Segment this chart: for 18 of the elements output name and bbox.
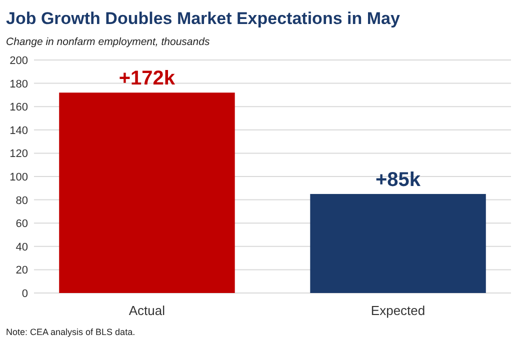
data-label: +172k	[118, 68, 176, 90]
chart-title: Job Growth Doubles Market Expectations in May	[6, 9, 400, 28]
y-tick-label: 60	[16, 218, 28, 230]
y-tick-label: 120	[10, 148, 28, 160]
y-tick-label: 40	[16, 241, 28, 254]
y-tick-label: 180	[10, 78, 28, 90]
y-tick-label: 200	[10, 55, 28, 67]
y-tick-label: 100	[10, 172, 28, 184]
x-tick-label: Expected	[370, 303, 426, 318]
y-tick-label: 160	[10, 102, 28, 114]
y-tick-label: 0	[22, 288, 28, 300]
x-tick-label: Actual	[128, 303, 166, 318]
y-tick-label: 140	[10, 124, 28, 137]
text: Note: CEA analysis of BLS data.	[6, 327, 136, 337]
y-tick-label: 20	[16, 264, 28, 277]
chart-subtitle: Change in nonfarm employment, thousands	[6, 36, 210, 48]
data-label: +85k	[375, 168, 422, 191]
y-tick-label: 80	[16, 194, 28, 207]
